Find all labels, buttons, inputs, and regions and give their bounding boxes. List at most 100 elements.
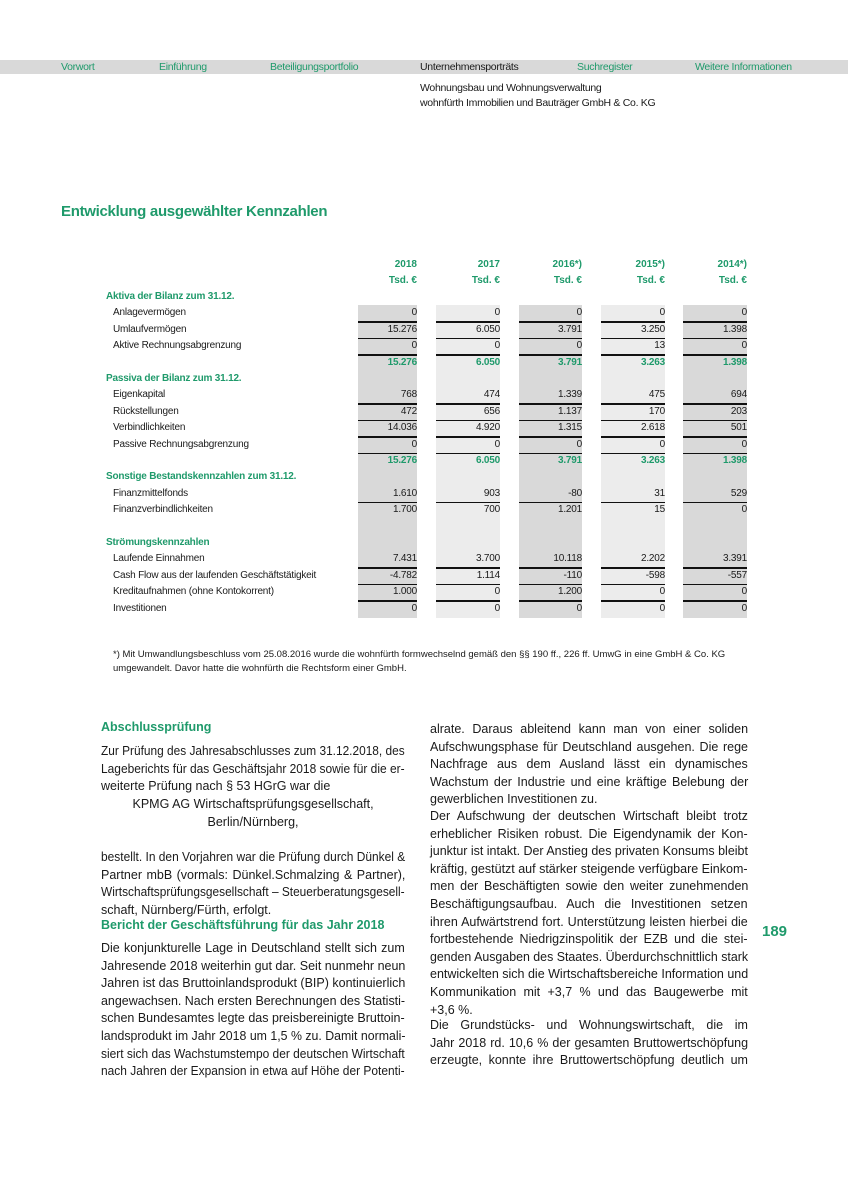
row-label: Finanzmittelfonds bbox=[113, 487, 188, 499]
value-cell: 1.610 bbox=[392, 487, 417, 499]
value-cell: 1.201 bbox=[557, 504, 582, 516]
value-cell: 14.036 bbox=[387, 422, 418, 434]
unit-header: Tsd. € bbox=[636, 275, 665, 286]
value-cell: 0 bbox=[659, 602, 666, 614]
nav-suchregister[interactable]: Suchregister bbox=[577, 61, 633, 73]
column-background bbox=[683, 305, 747, 618]
value-cell: 700 bbox=[483, 504, 500, 516]
year-header: 2016*) bbox=[552, 259, 582, 270]
row-separator bbox=[436, 321, 500, 323]
row-separator bbox=[519, 419, 582, 422]
text-line: Die konjunkturelle Lage in Deutschland s… bbox=[101, 941, 405, 955]
value-cell: 0 bbox=[576, 438, 583, 450]
row-separator bbox=[601, 600, 665, 602]
value-cell: -80 bbox=[568, 487, 582, 499]
row-separator bbox=[601, 419, 665, 422]
row-separator bbox=[519, 600, 582, 602]
total-cell: 15.276 bbox=[387, 455, 418, 466]
value-cell: 1.315 bbox=[557, 422, 582, 434]
row-separator bbox=[683, 600, 747, 602]
column-background bbox=[519, 305, 582, 618]
row-separator bbox=[519, 567, 582, 569]
row-separator bbox=[436, 567, 500, 569]
row-separator bbox=[358, 403, 417, 405]
row-separator bbox=[436, 419, 500, 422]
section-heading-abschlusspruefung: Abschlussprüfung bbox=[101, 720, 212, 734]
page-number: 189 bbox=[762, 923, 788, 940]
text-line: Jahresende 2018 weiterhin gut dar. Seit … bbox=[101, 958, 406, 973]
text-line: ihren Aufwärtstrend fort. Unterstützung … bbox=[430, 914, 748, 929]
row-label: Anlagevermögen bbox=[113, 307, 186, 319]
value-cell: 1.339 bbox=[557, 389, 582, 401]
value-cell: 694 bbox=[730, 389, 747, 401]
text-line: gewerblichen Investitionen zu. bbox=[430, 792, 598, 807]
nav-weitere-informationen[interactable]: Weitere Informationen bbox=[695, 61, 792, 73]
text-line: Kommunikation mit +3,7 % und das Baugewe… bbox=[430, 985, 748, 999]
row-label: Passive Rechnungsabgrenzung bbox=[113, 438, 249, 450]
text-line: Aufschwungsphase für Deutschland ausgehe… bbox=[430, 739, 749, 754]
page-title: Entwicklung ausgewählter Kennzahlen bbox=[61, 203, 328, 220]
value-cell: 1.200 bbox=[557, 586, 582, 598]
value-cell: 0 bbox=[411, 340, 418, 352]
value-cell: 768 bbox=[400, 389, 417, 401]
row-separator bbox=[519, 354, 582, 356]
text-line: siert sich das Wachstumstempo der deutsc… bbox=[101, 1046, 405, 1061]
value-cell: 0 bbox=[741, 602, 748, 614]
value-cell: 0 bbox=[659, 307, 666, 319]
value-cell: -4.782 bbox=[389, 569, 417, 581]
text-line: +3,6 %. bbox=[430, 1002, 473, 1017]
total-cell: 3.791 bbox=[557, 455, 582, 466]
row-separator bbox=[436, 436, 500, 438]
row-label: Cash Flow aus der laufenden Geschäftstät… bbox=[113, 569, 317, 581]
value-cell: 1.000 bbox=[392, 586, 417, 598]
value-cell: 0 bbox=[411, 438, 418, 450]
total-cell: 15.276 bbox=[387, 356, 418, 368]
value-cell: 2.618 bbox=[640, 422, 665, 434]
nav-vorwort[interactable]: Vorwort bbox=[61, 61, 95, 73]
text-line: alrate. Daraus ableitend kann man von ei… bbox=[430, 722, 749, 736]
section-header: Strömungskennzahlen bbox=[106, 537, 210, 548]
value-cell: 203 bbox=[730, 405, 747, 417]
value-cell: 475 bbox=[648, 389, 665, 401]
nav-einfuehrung[interactable]: Einführung bbox=[159, 61, 207, 73]
row-separator bbox=[436, 600, 500, 602]
value-cell: 3.700 bbox=[475, 553, 500, 565]
unit-header: Tsd. € bbox=[471, 275, 500, 286]
row-separator bbox=[601, 403, 665, 405]
text-line: fortbestehende Niedrigzinspolitik der EZ… bbox=[430, 932, 748, 947]
navigation-bar bbox=[0, 60, 848, 74]
text-line: Nachfrage aus dem Ausland lässt ein dyna… bbox=[430, 757, 748, 772]
value-cell: 0 bbox=[411, 602, 418, 614]
row-separator bbox=[358, 583, 417, 586]
text-line: schaft, Nürnberg/Fürth, erfolgt. bbox=[101, 902, 272, 917]
row-separator bbox=[683, 321, 747, 323]
nav-beteiligungsportfolio[interactable]: Beteiligungsportfolio bbox=[270, 61, 359, 73]
value-cell: 474 bbox=[483, 389, 500, 401]
row-label: Umlaufvermögen bbox=[113, 323, 187, 335]
text-line: KPMG AG Wirtschaftsprüfungsgesellschaft, bbox=[132, 797, 374, 811]
row-label: Aktive Rechnungsabgrenzung bbox=[113, 340, 242, 352]
year-header: 2017 bbox=[477, 259, 500, 270]
total-cell: 3.791 bbox=[557, 356, 582, 368]
nav-unternehmensportraets[interactable]: Unternehmensporträts bbox=[420, 61, 519, 73]
row-separator bbox=[601, 501, 665, 504]
row-separator bbox=[519, 583, 582, 586]
total-cell: 1.398 bbox=[722, 455, 747, 466]
value-cell: 0 bbox=[494, 340, 501, 352]
value-cell: 1.114 bbox=[476, 569, 500, 581]
row-separator bbox=[519, 403, 582, 405]
value-cell: -110 bbox=[563, 569, 583, 581]
text-line: Zur Prüfung des Jahresabschlusses zum 31… bbox=[101, 744, 405, 758]
value-cell: 0 bbox=[741, 340, 748, 352]
value-cell: -598 bbox=[645, 569, 665, 581]
value-cell: 31 bbox=[654, 487, 665, 499]
value-cell: 0 bbox=[494, 602, 501, 614]
row-separator bbox=[358, 337, 417, 340]
value-cell: 0 bbox=[659, 586, 666, 598]
column-background bbox=[436, 305, 500, 618]
row-label: Finanzverbindlichkeiten bbox=[113, 504, 213, 516]
row-separator bbox=[601, 321, 665, 323]
year-header: 2015*) bbox=[635, 259, 665, 270]
row-separator bbox=[436, 337, 500, 340]
value-cell: 1.398 bbox=[722, 323, 747, 335]
